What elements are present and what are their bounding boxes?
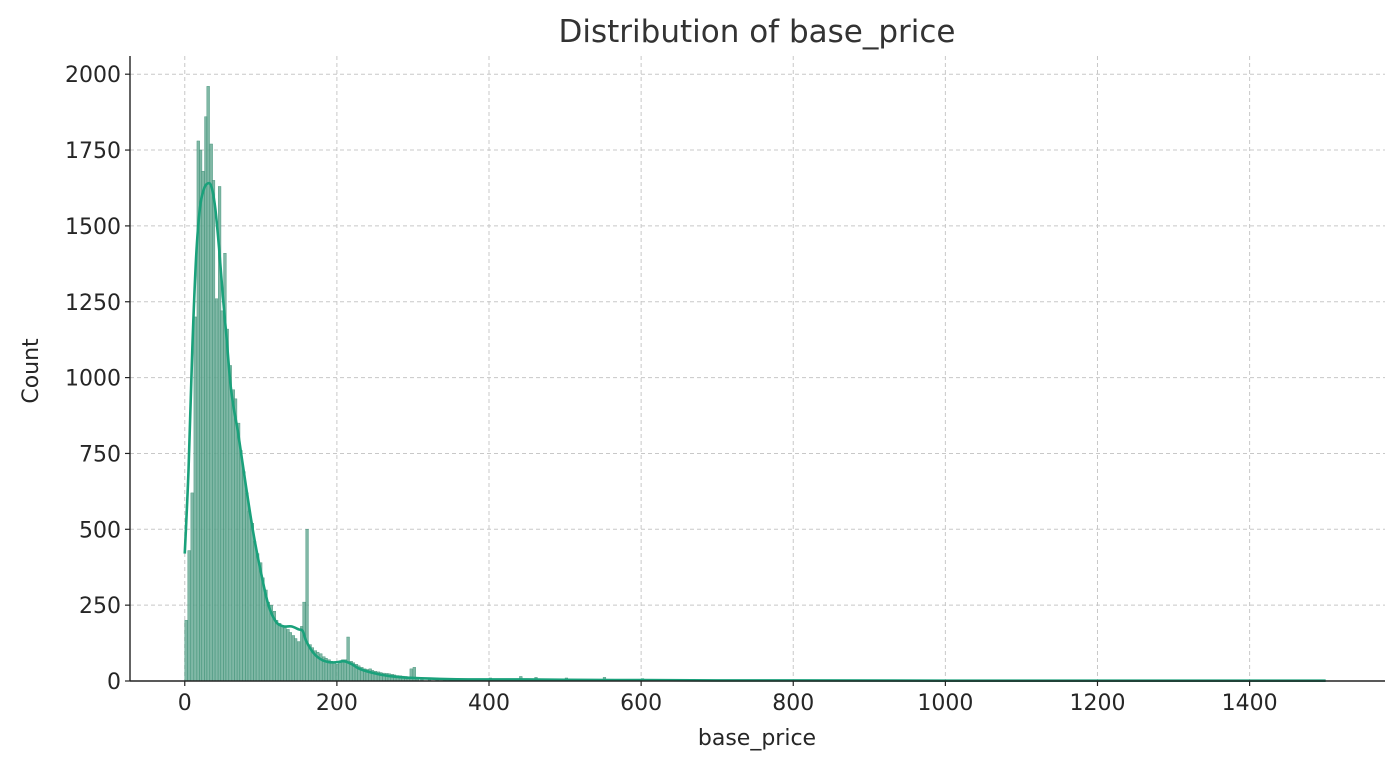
histogram-bar: [225, 328, 229, 682]
histogram-bar: [288, 632, 292, 682]
tick-labels: 0 200 400 600 800 1000 1200 1400 0 250 500 750 1000 1…: [65, 63, 1278, 716]
histogram-bar: [201, 171, 205, 682]
y-tick-label: 1250: [65, 291, 121, 316]
x-tick-label: 600: [620, 691, 662, 716]
histogram-bar: [338, 662, 342, 682]
axes: [125, 56, 1385, 686]
histogram-bar: [193, 316, 197, 682]
x-axis-label: base_price: [698, 726, 816, 751]
histogram-bar: [346, 636, 350, 682]
histogram-bar: [283, 627, 287, 682]
y-tick-label: 750: [79, 442, 121, 467]
x-tick-label: 200: [316, 691, 358, 716]
histogram-bar: [239, 450, 243, 682]
chart-title: Distribution of base_price: [559, 14, 956, 50]
histogram-bar: [187, 550, 191, 682]
y-tick-label: 1750: [65, 139, 121, 164]
histogram-bar: [275, 620, 279, 682]
histogram-bar: [242, 471, 246, 682]
y-tick-label: 1000: [65, 367, 121, 392]
histogram-bar: [302, 601, 306, 682]
histogram-bar: [294, 638, 298, 682]
histogram-bar: [247, 510, 251, 682]
histogram-bar: [332, 662, 337, 682]
histogram-bar: [211, 180, 216, 682]
y-tick-label: 0: [107, 670, 121, 695]
y-tick-label: 500: [79, 518, 121, 543]
x-tick-label: 400: [468, 691, 510, 716]
histogram-bar: [184, 620, 188, 682]
histogram-bar: [214, 298, 219, 682]
histogram-bar: [220, 310, 224, 682]
histogram-bar: [256, 553, 260, 682]
histogram-bar: [305, 529, 309, 682]
y-tick-label: 2000: [65, 63, 121, 88]
histogram-bar: [190, 492, 194, 682]
y-tick-label: 1500: [65, 215, 121, 240]
histogram-bar: [206, 86, 210, 682]
gridlines: [130, 56, 1385, 682]
histogram-bar: [266, 601, 270, 682]
histogram-bar: [329, 661, 333, 682]
x-tick-label: 1000: [917, 691, 973, 716]
histogram-bars: [184, 86, 1329, 682]
histogram-bar: [253, 541, 257, 682]
x-tick-label: 1200: [1069, 691, 1125, 716]
histogram-bar: [234, 398, 238, 682]
y-tick-label: 250: [79, 594, 121, 619]
x-tick-label: 0: [178, 691, 192, 716]
histogram-bar: [280, 626, 284, 682]
y-axis-label: Count: [19, 338, 44, 404]
histogram-bar: [228, 365, 232, 682]
kde-curve-group: [183, 181, 1326, 683]
x-tick-label: 800: [772, 691, 814, 716]
x-tick-label: 1400: [1222, 691, 1278, 716]
kde-curve: [183, 181, 1326, 683]
histogram-bar: [261, 577, 265, 682]
histogram-bar: [297, 641, 301, 682]
